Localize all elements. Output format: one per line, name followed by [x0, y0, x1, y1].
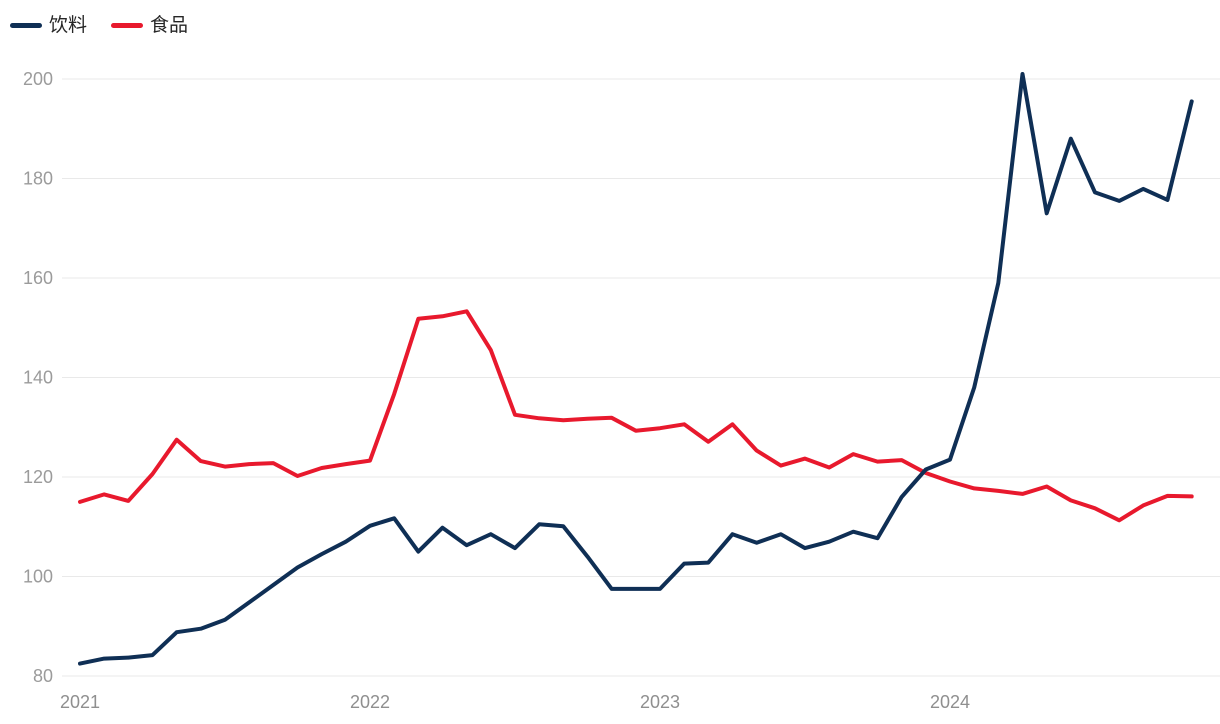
legend-label-beverages: 饮料	[49, 15, 88, 36]
y-tick-label-200: 200	[23, 69, 53, 89]
y-tick-label-160: 160	[23, 268, 53, 288]
legend-item-food[interactable]: 食品	[111, 16, 188, 35]
series-line-beverages	[78, 72, 1194, 666]
series-line-food	[78, 309, 1194, 523]
x-tick-label-2021: 2021	[60, 692, 100, 712]
y-tick-label-120: 120	[23, 467, 53, 487]
legend-item-beverages[interactable]: 饮料	[10, 16, 87, 35]
y-tick-label-140: 140	[23, 368, 53, 388]
food-line-swatch	[111, 23, 144, 28]
beverages-line-swatch	[10, 23, 42, 28]
x-tick-label-2022: 2022	[350, 692, 390, 712]
x-tick-label-2023: 2023	[640, 692, 680, 712]
legend-label-food: 食品	[150, 15, 189, 36]
chart-legend: 饮料 食品	[10, 16, 188, 35]
x-tick-label-2024: 2024	[930, 692, 970, 712]
y-tick-label-80: 80	[33, 666, 53, 686]
y-tick-label-100: 100	[23, 567, 53, 587]
y-tick-label-180: 180	[23, 169, 53, 189]
